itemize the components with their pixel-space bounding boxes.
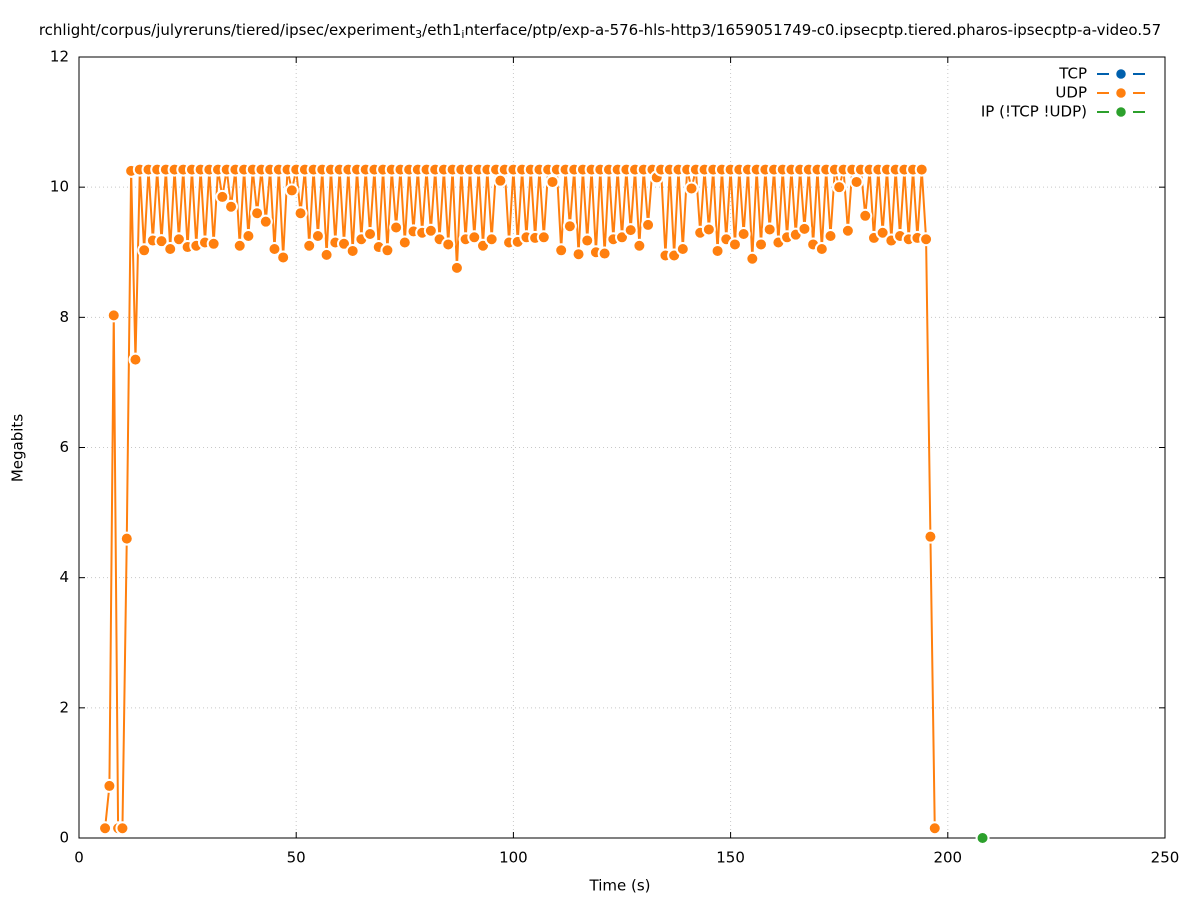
data-point: [284, 183, 299, 198]
x-tick-label: 0: [74, 849, 84, 867]
data-point: [849, 174, 864, 189]
x-axis-label: Time (s): [589, 877, 651, 895]
data-point: [98, 821, 113, 836]
y-tick-label: 10: [50, 178, 69, 196]
data-point: [363, 227, 378, 242]
data-point: [215, 189, 230, 204]
legend-label: UDP: [1055, 84, 1087, 102]
x-tick-label: 50: [287, 849, 306, 867]
data-point: [571, 247, 586, 262]
data-point: [701, 222, 716, 237]
data-point: [267, 241, 282, 256]
data-point: [797, 221, 812, 236]
data-point: [923, 529, 938, 544]
data-point: [675, 241, 690, 256]
data-point: [710, 243, 725, 258]
data-point: [171, 232, 186, 247]
data-point: [345, 243, 360, 258]
x-tick-label: 150: [716, 849, 745, 867]
data-point: [137, 243, 152, 258]
data-point: [102, 778, 117, 793]
data-point: [919, 232, 934, 247]
data-point: [310, 228, 325, 243]
y-tick-label: 6: [59, 438, 69, 456]
data-point: [736, 227, 751, 242]
data-point: [397, 235, 412, 250]
data-point: [875, 225, 890, 240]
y-tick-label: 12: [50, 48, 69, 66]
data-point: [623, 223, 638, 238]
data-point: [823, 228, 838, 243]
title-part: nterface/ptp/exp-a-576-hls-http3/1659051…: [464, 21, 1161, 39]
data-point: [467, 230, 482, 245]
data-point: [641, 217, 656, 232]
data-point: [441, 237, 456, 252]
data-point: [914, 162, 929, 177]
title-part: /eth1: [422, 21, 461, 39]
data-point: [536, 230, 551, 245]
y-tick-label: 2: [59, 698, 69, 716]
legend-marker: [1114, 86, 1128, 100]
data-point: [423, 223, 438, 238]
legend-marker: [1114, 105, 1128, 119]
legend-label: IP (!TCP !UDP): [981, 103, 1087, 121]
data-point: [293, 206, 308, 221]
data-point: [241, 228, 256, 243]
data-point: [276, 250, 291, 265]
data-point: [858, 208, 873, 223]
data-point: [580, 233, 595, 248]
x-tick-label: 250: [1151, 849, 1180, 867]
plot-border: [78, 56, 1166, 839]
data-point: [632, 238, 647, 253]
data-point: [684, 181, 699, 196]
x-tick-label: 100: [499, 849, 528, 867]
data-point: [545, 174, 560, 189]
data-point: [840, 223, 855, 238]
data-point: [927, 821, 942, 836]
data-point: [449, 260, 464, 275]
data-point: [206, 236, 221, 251]
data-point: [232, 238, 247, 253]
data-point: [154, 234, 169, 249]
data-point: [389, 220, 404, 235]
data-point: [250, 206, 265, 221]
data-point: [727, 237, 742, 252]
data-point: [224, 199, 239, 214]
data-point: [106, 308, 121, 323]
legend-label: TCP: [1058, 65, 1087, 83]
y-tick-label: 4: [59, 568, 69, 586]
data-point: [302, 238, 317, 253]
data-point: [115, 821, 130, 836]
legend-marker: [1114, 67, 1128, 81]
data-point: [554, 243, 569, 258]
data-point: [745, 251, 760, 266]
data-point: [754, 237, 769, 252]
data-point: [975, 831, 990, 845]
title-part: rchlight/corpus/julyreruns/tiered/ipsec/…: [39, 21, 415, 39]
title-subscript: i: [461, 28, 464, 41]
chart-title: rchlight/corpus/julyreruns/tiered/ipsec/…: [39, 21, 1161, 42]
data-point: [762, 222, 777, 237]
y-axis-label: Megabits: [9, 414, 27, 482]
data-point: [319, 247, 334, 262]
data-point: [380, 243, 395, 258]
data-point: [814, 241, 829, 256]
series-line: [104, 168, 936, 830]
data-point: [562, 219, 577, 234]
title-subscript: 3: [415, 28, 422, 41]
data-point: [258, 214, 273, 229]
data-point: [832, 180, 847, 195]
data-point: [484, 232, 499, 247]
x-tick-label: 200: [933, 849, 962, 867]
data-point: [119, 531, 134, 546]
data-point: [597, 246, 612, 261]
data-point: [128, 352, 143, 367]
data-point: [615, 230, 629, 245]
y-tick-label: 8: [59, 308, 69, 326]
data-point: [336, 236, 351, 251]
data-point: [163, 241, 178, 256]
y-tick-label: 0: [59, 829, 69, 847]
